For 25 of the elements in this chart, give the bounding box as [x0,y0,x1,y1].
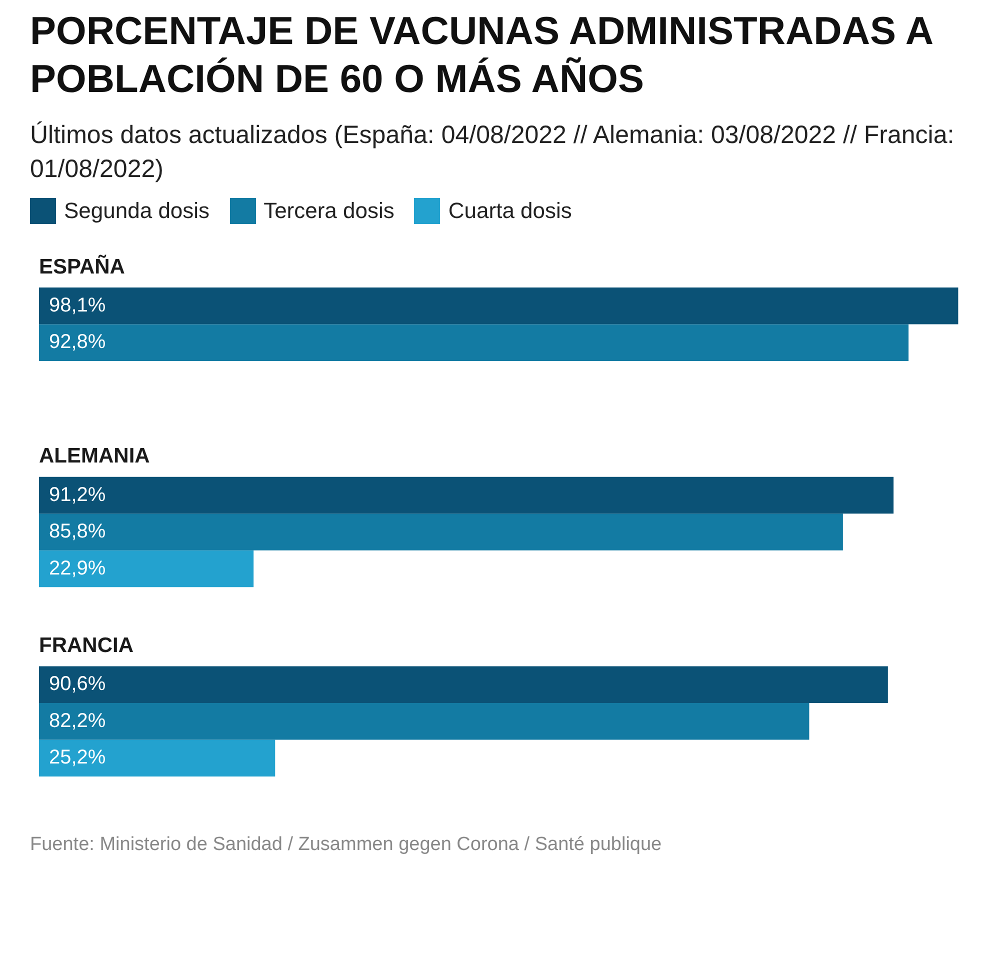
data-label: 92,8% [49,331,106,354]
bar [39,740,276,776]
bar [39,550,254,588]
data-label: 90,6% [49,673,106,696]
data-label: 91,2% [49,484,106,506]
data-label: 98,1% [49,294,106,316]
bar [39,514,843,550]
data-label: 25,2% [49,746,106,769]
bar [39,476,894,514]
y-tick-label: FRANCIA [39,634,134,657]
data-label: 85,8% [49,520,106,543]
data-label: 82,2% [49,710,106,732]
legend-label: Tercera dosis [264,198,394,224]
y-tick-label: ESPAÑA [39,254,125,278]
data-label: 22,9% [49,557,106,580]
source-note: Fuente: Ministerio de Sanidad / Zusammen gegen Corona / Santé publique [30,833,663,857]
bar [39,324,909,362]
chart-title: PORCENTAJE DE VACUNAS ADMINISTRADAS A POBLACIÓN DE 60 O MÁS AÑOS [30,9,934,103]
bar [39,288,958,324]
legend-label: Cuarta dosis [448,198,572,224]
legend-label: Segunda dosis [64,198,210,224]
bar [39,666,888,703]
y-tick-label: ALEMANIA [39,444,150,468]
chart-subtitle: Últimos datos actualizados (España: 04/08/2022 // Alemania: 03/08/2022 // Francia: 01/08/2022) [30,120,956,185]
bar [39,702,810,740]
